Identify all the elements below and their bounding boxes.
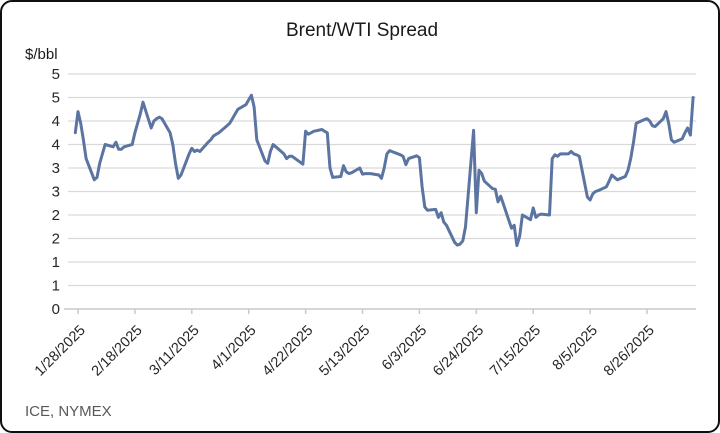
chart-title: Brent/WTI Spread: [285, 20, 439, 41]
svg-text:4: 4: [52, 137, 60, 154]
svg-text:2: 2: [52, 207, 60, 224]
svg-text:2: 2: [52, 231, 60, 248]
svg-text:1/28/2025: 1/28/2025: [32, 323, 89, 380]
svg-text:2/18/2025: 2/18/2025: [89, 323, 146, 380]
svg-text:5: 5: [52, 90, 60, 107]
svg-text:6/24/2025: 6/24/2025: [430, 323, 487, 380]
svg-text:8/5/2025: 8/5/2025: [550, 323, 601, 374]
svg-text:7/15/2025: 7/15/2025: [487, 323, 544, 380]
svg-text:6/3/2025: 6/3/2025: [379, 323, 430, 374]
svg-text:5/13/2025: 5/13/2025: [316, 323, 373, 380]
y-gridlines: [68, 73, 696, 287]
svg-text:3: 3: [52, 160, 60, 177]
svg-text:3: 3: [52, 184, 60, 201]
svg-text:4: 4: [52, 113, 60, 130]
svg-text:4/1/2025: 4/1/2025: [208, 323, 259, 374]
svg-text:4/22/2025: 4/22/2025: [259, 323, 316, 380]
x-axis-tick-labels: 1/28/2025 2/18/2025 3/11/2025 4/1/2025 4/22/…: [32, 323, 658, 380]
svg-text:5: 5: [52, 66, 60, 83]
svg-text:0: 0: [52, 301, 60, 318]
x-axis-ticks: [77, 309, 648, 314]
source-note: ICE, NYMEX: [25, 403, 112, 420]
svg-text:1: 1: [52, 278, 60, 295]
spread-series-line: [73, 93, 695, 248]
y-axis-tick-labels: 5 5 4 4 3 3 2 2 1 1 0: [52, 66, 60, 318]
svg-text:8/26/2025: 8/26/2025: [601, 323, 658, 380]
svg-text:1: 1: [52, 254, 60, 271]
y-axis-unit-label: $/bbl: [25, 46, 58, 63]
svg-text:3/11/2025: 3/11/2025: [146, 323, 202, 379]
